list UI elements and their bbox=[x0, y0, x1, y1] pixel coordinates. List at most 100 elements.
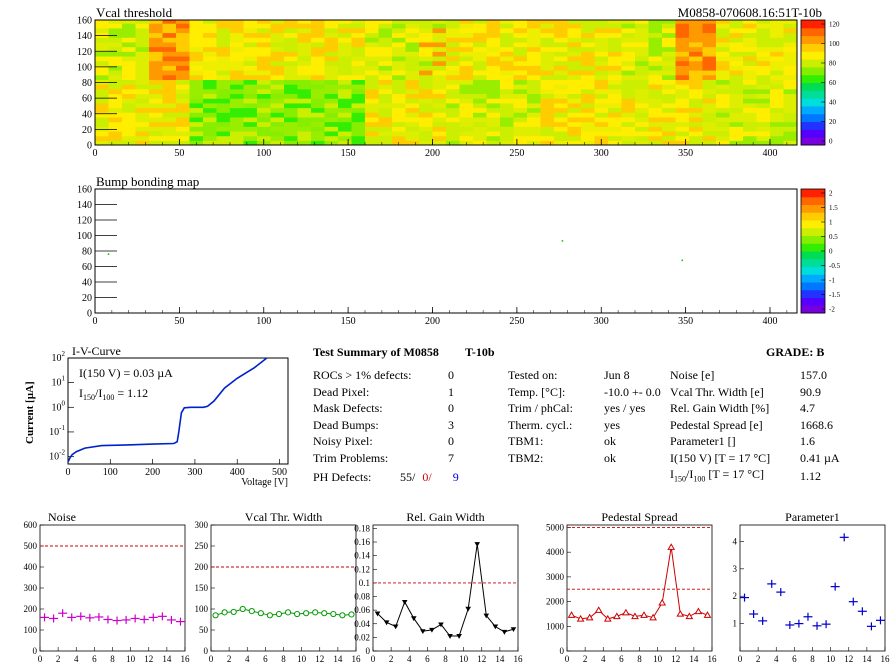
heatmap-cell bbox=[351, 23, 366, 29]
x-tick-label: 100 bbox=[256, 316, 271, 327]
heatmap-cell bbox=[594, 20, 609, 24]
heatmap-cell bbox=[243, 84, 258, 90]
heatmap-cell bbox=[284, 79, 299, 85]
heatmap-cell bbox=[432, 65, 447, 71]
heatmap-cell bbox=[716, 107, 731, 113]
summary-right-value: 157.0 bbox=[800, 368, 827, 382]
heatmap-cell bbox=[716, 84, 731, 90]
heatmap-cell bbox=[486, 84, 501, 90]
bump-defect-point bbox=[681, 259, 684, 262]
heatmap-cell bbox=[702, 135, 717, 141]
heatmap-cell bbox=[446, 112, 461, 118]
heatmap-cell bbox=[527, 65, 542, 71]
heatmap-cell bbox=[432, 121, 447, 127]
heatmap-cell bbox=[216, 32, 231, 38]
x-tick-label: 14 bbox=[162, 654, 172, 664]
heatmap-cell bbox=[243, 130, 258, 137]
heatmap-cell bbox=[540, 84, 555, 90]
heatmap-cell bbox=[122, 140, 137, 145]
heatmap-cell bbox=[392, 70, 407, 76]
heatmap-cell bbox=[243, 32, 258, 38]
heatmap-cell bbox=[284, 65, 299, 71]
x-tick-label: 12 bbox=[844, 654, 853, 664]
heatmap-cell bbox=[297, 46, 312, 52]
heatmap-cell bbox=[540, 51, 555, 57]
heatmap-cell bbox=[756, 121, 771, 127]
heatmap-cell bbox=[459, 93, 474, 99]
heatmap-cell bbox=[527, 107, 542, 113]
heatmap-cell bbox=[473, 88, 488, 95]
heatmap-cell bbox=[270, 20, 285, 24]
x-tick-label: 10 bbox=[653, 654, 663, 664]
x-tick-label: 12 bbox=[477, 654, 486, 664]
heatmap-cell bbox=[473, 130, 488, 137]
summary-mid-label: Therm. cycl.: bbox=[508, 417, 573, 432]
vcal-width-line bbox=[215, 608, 352, 616]
heatmap-cell bbox=[459, 60, 474, 66]
heatmap-cell bbox=[581, 23, 596, 29]
heatmap-cell bbox=[756, 116, 771, 123]
heatmap-cell bbox=[662, 60, 677, 66]
palette-band bbox=[801, 66, 825, 76]
heatmap-cell bbox=[378, 93, 393, 99]
heatmap-cell bbox=[324, 88, 339, 95]
heatmap-cell bbox=[459, 84, 474, 90]
heatmap-cell bbox=[338, 41, 353, 48]
heatmap-cell bbox=[675, 88, 690, 95]
heatmap-cell bbox=[594, 135, 609, 141]
noise-point bbox=[121, 615, 131, 624]
heatmap-cell bbox=[108, 107, 123, 113]
heatmap-cell bbox=[500, 46, 515, 52]
heatmap-cell bbox=[783, 112, 797, 118]
x-tick-label: 12 bbox=[671, 654, 680, 664]
vcal-width-frame bbox=[210, 524, 357, 652]
heatmap-cell bbox=[284, 60, 299, 66]
heatmap-cell bbox=[243, 46, 258, 52]
heatmap-cell bbox=[500, 88, 515, 95]
heatmap-cell bbox=[635, 65, 650, 71]
palette-band bbox=[801, 282, 825, 291]
palette-band bbox=[801, 305, 825, 314]
heatmap-cell bbox=[378, 140, 393, 145]
heatmap-cell bbox=[162, 32, 177, 38]
heatmap-cell bbox=[486, 37, 501, 43]
heatmap-cell bbox=[311, 116, 326, 123]
gain-width-point bbox=[429, 627, 435, 633]
heatmap-cell bbox=[540, 41, 555, 48]
heatmap-cell bbox=[662, 98, 677, 104]
x-tick-label: 12 bbox=[144, 654, 153, 664]
y-tick-label: 1 bbox=[733, 619, 738, 629]
heatmap-cell bbox=[189, 84, 204, 90]
heatmap-cell bbox=[675, 107, 690, 113]
heatmap-cell bbox=[297, 84, 312, 90]
heatmap-cell bbox=[351, 126, 366, 132]
heatmap-cell bbox=[459, 126, 474, 132]
heatmap-cell bbox=[581, 135, 596, 141]
heatmap-cell bbox=[95, 60, 110, 66]
iv-note-current: I(150 V) = 0.03 µA bbox=[79, 366, 173, 380]
heatmap-cell bbox=[702, 79, 717, 85]
heatmap-cell bbox=[756, 140, 771, 145]
heatmap-cell bbox=[432, 102, 447, 109]
heatmap-cell bbox=[567, 98, 582, 104]
heatmap-cell bbox=[162, 140, 177, 145]
heatmap-cell bbox=[446, 60, 461, 66]
heatmap-cell bbox=[567, 27, 582, 34]
heatmap-cell bbox=[95, 98, 110, 104]
heatmap-cell bbox=[189, 70, 204, 76]
heatmap-cell bbox=[392, 37, 407, 43]
summary-mid-value: -10.0 +- 0.0 bbox=[604, 384, 661, 399]
heatmap-cell bbox=[351, 65, 366, 71]
heatmap-cell bbox=[500, 37, 515, 43]
heatmap-cell bbox=[365, 98, 380, 104]
heatmap-cell bbox=[540, 23, 555, 29]
x-tick-label: 16 bbox=[881, 654, 891, 664]
heatmap-cell bbox=[581, 93, 596, 99]
heatmap-cell bbox=[635, 79, 650, 85]
heatmap-cell bbox=[621, 70, 636, 76]
heatmap-cell bbox=[149, 60, 164, 66]
heatmap-cell bbox=[284, 37, 299, 43]
heatmap-cell bbox=[378, 121, 393, 127]
heatmap-cell bbox=[716, 41, 731, 48]
heatmap-cell bbox=[446, 51, 461, 57]
